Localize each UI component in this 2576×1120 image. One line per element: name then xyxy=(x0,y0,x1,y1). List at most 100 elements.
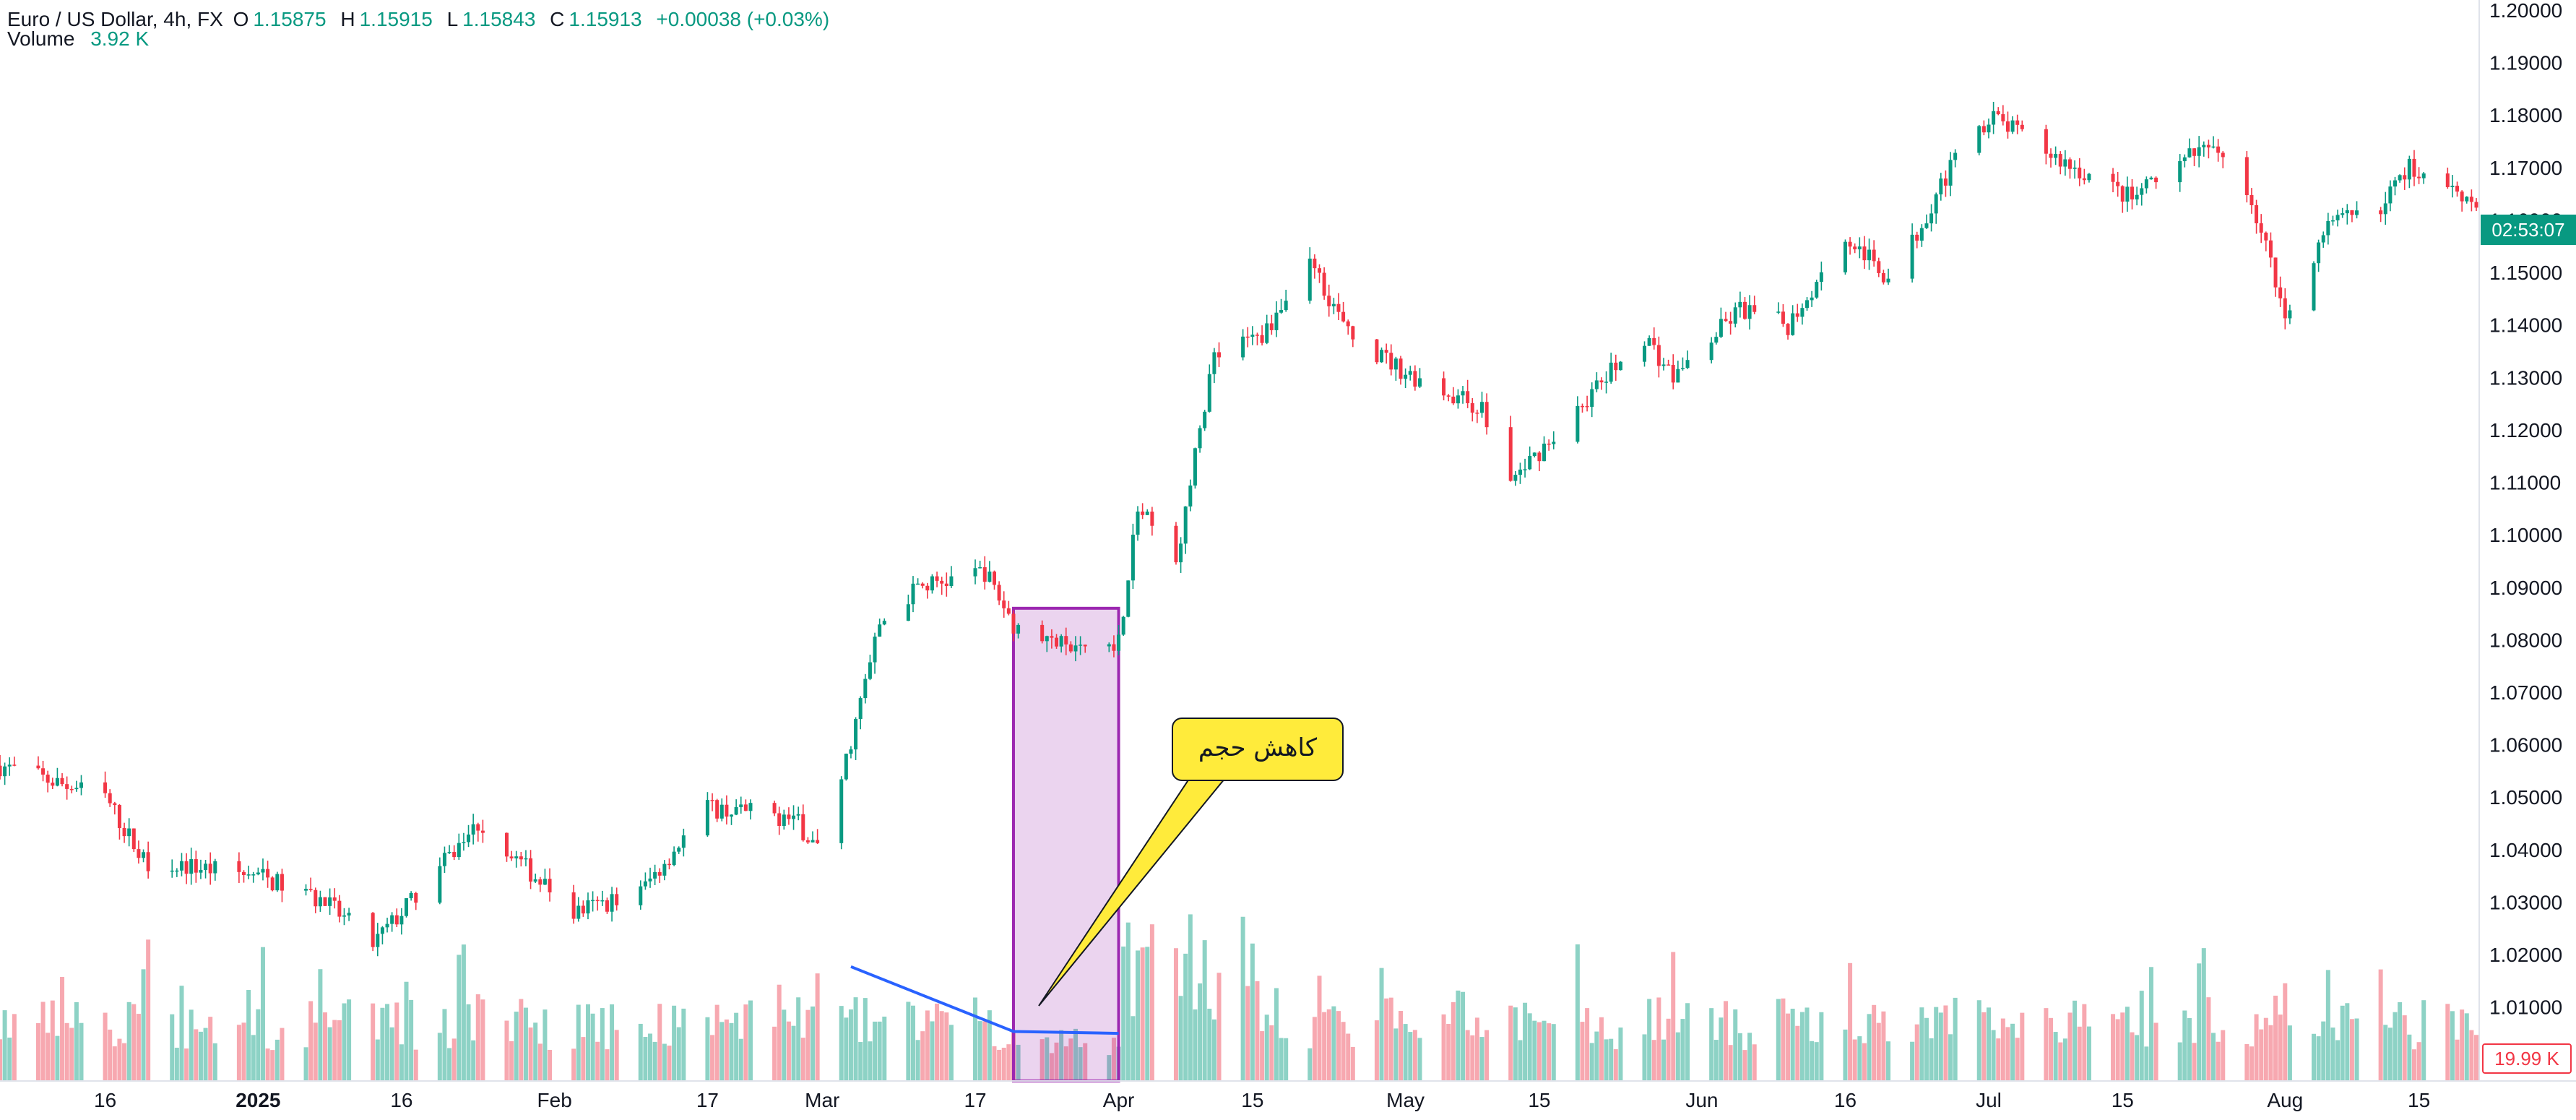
time-axis[interactable]: 16 2025 16 Feb 17 Mar 17 Apr 15 May 15 Jun 16 Jul 15 Au… xyxy=(94,1089,2430,1111)
candle-body xyxy=(1174,525,1178,563)
volume-bar xyxy=(1551,1024,1556,1081)
volume-bar xyxy=(1269,1025,1274,1081)
volume-bar xyxy=(2464,1013,2469,1081)
candle-body xyxy=(949,576,954,587)
candle-body xyxy=(480,830,485,833)
volume-trendline[interactable] xyxy=(850,965,1119,1035)
volume-bar xyxy=(1857,1036,1862,1081)
volume-bar xyxy=(1666,1018,1671,1081)
volume-bar xyxy=(2335,1040,2341,1081)
candle-body xyxy=(2393,180,2397,187)
candle-body xyxy=(1747,305,1752,319)
volume-bar xyxy=(1872,1004,1877,1081)
volume-bar xyxy=(1805,1007,1810,1081)
volume-bar xyxy=(2206,997,2211,1081)
volume-bar xyxy=(1810,1041,1815,1081)
candle-body xyxy=(1193,448,1197,486)
candle-body xyxy=(1327,296,1331,306)
volume-bar xyxy=(308,1001,314,1081)
volume-bar xyxy=(46,1033,51,1081)
candle-body xyxy=(189,858,194,874)
candle-body xyxy=(199,870,203,873)
volume-bar xyxy=(1876,1022,1881,1081)
volume-bar xyxy=(2421,1000,2426,1081)
candle-body xyxy=(2154,177,2158,183)
candle-body xyxy=(605,900,609,912)
candle-body xyxy=(1016,624,1021,634)
volume-bar xyxy=(786,1021,791,1081)
volume-bar xyxy=(1326,1009,1331,1081)
candle-body xyxy=(672,851,676,866)
highlight-box[interactable] xyxy=(1011,606,1120,1082)
candle-body xyxy=(1121,616,1125,635)
candle-body xyxy=(2421,173,2426,178)
volume-bar xyxy=(451,1038,457,1081)
volume-bar xyxy=(877,1021,882,1081)
candle-body xyxy=(146,852,150,871)
candle-body xyxy=(1393,358,1398,370)
volume-bar xyxy=(657,1004,662,1081)
symbol-legend[interactable]: Euro / US Dollar, 4h, FX O 1.15875 H 1.159… xyxy=(7,1,834,38)
volume-bar xyxy=(184,1048,189,1081)
candle-body xyxy=(103,782,108,793)
volume-bar xyxy=(1642,1034,1647,1081)
volume-bar xyxy=(1470,1035,1475,1081)
volume-bar xyxy=(337,1020,342,1081)
candle-body xyxy=(1308,258,1312,301)
volume-legend[interactable]: Volume 3.92 K xyxy=(7,27,149,51)
volume-bar xyxy=(729,1022,734,1081)
volume-bar xyxy=(1006,1044,1011,1081)
volume-bar xyxy=(2221,1030,2226,1081)
candle-body xyxy=(213,861,217,874)
high-value: 1.15915 xyxy=(359,8,433,30)
candle-body xyxy=(1241,336,1245,358)
candle-body xyxy=(1614,362,1618,371)
volume-bar xyxy=(1202,940,1207,1081)
time-tick-label: 15 xyxy=(1241,1089,1263,1111)
volume-bar xyxy=(126,1001,131,1081)
candle-body xyxy=(1518,469,1522,475)
volume-bar xyxy=(1465,1030,1470,1081)
volume-bar xyxy=(1713,1040,1719,1081)
volume-bar xyxy=(848,1009,853,1081)
candle-body xyxy=(858,698,863,720)
volume-bar xyxy=(1059,1030,1064,1081)
candle-body xyxy=(36,765,40,769)
low-value: 1.15843 xyxy=(462,8,536,30)
candle-body xyxy=(251,874,256,876)
volume-bar xyxy=(399,1044,404,1081)
candle-body xyxy=(1919,228,1924,241)
candle-body xyxy=(1141,511,1145,515)
volume-bar xyxy=(55,1035,60,1081)
volume-bar xyxy=(1585,1008,1590,1081)
volume-bar xyxy=(523,1007,528,1081)
volume-bar xyxy=(2077,1026,2082,1081)
candle-body xyxy=(242,871,246,875)
volume-bar xyxy=(389,1027,394,1081)
volume-bar xyxy=(509,1041,514,1081)
volume-bar xyxy=(2211,1033,2216,1081)
candle-body xyxy=(471,824,475,835)
price-axis[interactable]: 1.01000 1.02000 1.03000 1.04000 1.05000 1.060… xyxy=(2489,0,2562,1019)
volume-bar xyxy=(256,1009,261,1081)
candle-body xyxy=(184,861,189,874)
candle-body xyxy=(2049,153,2053,158)
annotation-callout[interactable]: کاهش حجم xyxy=(1172,718,1344,781)
high-label: H xyxy=(340,8,355,30)
volume-bar xyxy=(1054,1042,1059,1081)
candle-body xyxy=(1513,475,1518,481)
volume-bar xyxy=(2278,1015,2283,1081)
volume-bar xyxy=(409,999,414,1081)
volume-bar xyxy=(2378,969,2383,1081)
volume-bar xyxy=(772,1026,777,1081)
candle-body xyxy=(1915,234,1919,241)
volume-bar xyxy=(1618,1028,1623,1081)
time-tick-label: Aug xyxy=(2267,1089,2303,1111)
candle-body xyxy=(1881,272,1885,283)
symbol-title[interactable]: Euro / US Dollar, 4h, FX xyxy=(7,8,223,30)
candle-body xyxy=(1580,405,1584,408)
volume-bar xyxy=(1479,1037,1484,1081)
candle-body xyxy=(925,585,930,591)
volume-bar xyxy=(1661,1039,1666,1081)
